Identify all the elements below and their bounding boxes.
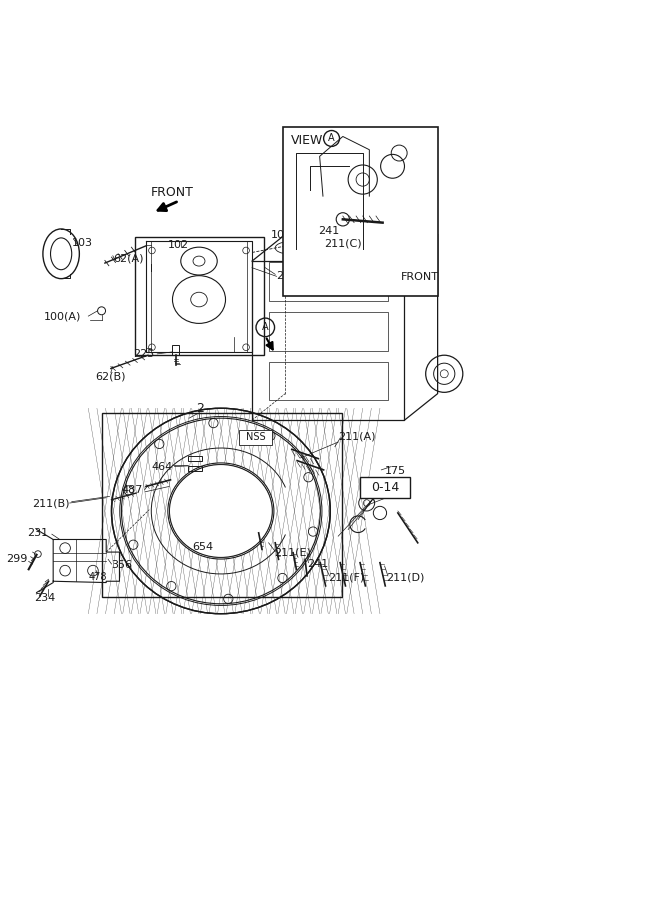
Text: 102: 102 bbox=[168, 239, 189, 249]
Text: 478: 478 bbox=[88, 572, 107, 582]
Text: 211(B): 211(B) bbox=[32, 498, 70, 508]
Text: 241: 241 bbox=[307, 559, 328, 569]
Text: 211(E): 211(E) bbox=[274, 547, 311, 557]
Text: 268: 268 bbox=[277, 271, 297, 282]
Text: 464: 464 bbox=[151, 462, 173, 472]
Text: A: A bbox=[328, 133, 335, 143]
Bar bbox=[187, 466, 202, 472]
Text: 62(A): 62(A) bbox=[113, 254, 143, 264]
Text: NSS: NSS bbox=[245, 432, 265, 443]
Text: 0-14: 0-14 bbox=[371, 481, 399, 494]
Text: 211(A): 211(A) bbox=[338, 432, 376, 442]
Bar bbox=[187, 456, 202, 462]
Bar bbox=[239, 430, 272, 445]
Text: 234: 234 bbox=[35, 593, 56, 603]
Text: 62(B): 62(B) bbox=[95, 372, 126, 382]
Text: 211(D): 211(D) bbox=[386, 572, 424, 582]
Ellipse shape bbox=[169, 464, 272, 557]
Text: 211(F): 211(F) bbox=[328, 572, 364, 582]
Text: A: A bbox=[262, 322, 269, 332]
Bar bbox=[283, 127, 438, 295]
Text: 487: 487 bbox=[121, 485, 143, 495]
Text: 103: 103 bbox=[72, 238, 93, 248]
Text: 2: 2 bbox=[195, 402, 203, 416]
Bar bbox=[360, 476, 410, 499]
Text: 356: 356 bbox=[111, 560, 133, 570]
Text: 231: 231 bbox=[27, 528, 49, 538]
Bar bbox=[173, 346, 179, 356]
Bar bbox=[269, 263, 388, 301]
Text: FRONT: FRONT bbox=[151, 185, 194, 199]
Bar bbox=[269, 362, 388, 400]
Text: 211(C): 211(C) bbox=[324, 238, 362, 249]
Text: 241: 241 bbox=[317, 226, 339, 236]
Text: 654: 654 bbox=[191, 543, 213, 553]
Bar bbox=[269, 312, 388, 351]
Text: VIEW: VIEW bbox=[291, 134, 323, 148]
Circle shape bbox=[336, 212, 350, 226]
Text: 225: 225 bbox=[133, 349, 155, 359]
Text: 175: 175 bbox=[385, 466, 406, 476]
Ellipse shape bbox=[168, 463, 274, 559]
Text: 100(B): 100(B) bbox=[271, 230, 309, 239]
Bar bbox=[135, 238, 264, 356]
Circle shape bbox=[97, 307, 105, 315]
Text: 100(A): 100(A) bbox=[44, 311, 81, 321]
Bar bbox=[101, 413, 342, 598]
Text: 299: 299 bbox=[6, 554, 27, 564]
Text: FRONT: FRONT bbox=[401, 272, 439, 282]
